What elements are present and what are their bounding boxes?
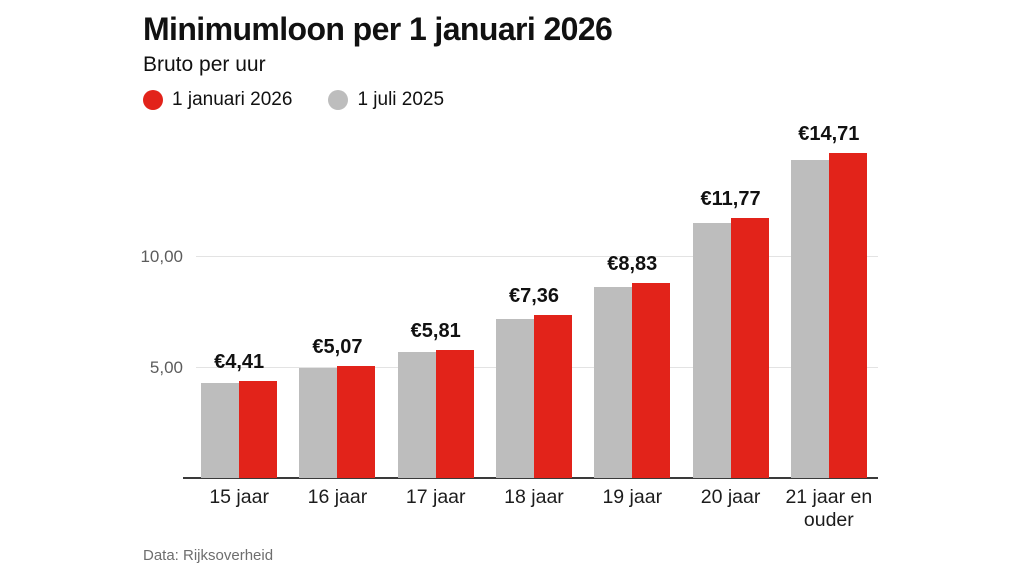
value-label-20-jaar: €11,77 [700,187,761,210]
bar-1-januari-2026-21-jaar-en-ouder [828,152,867,478]
bar-1-januari-2026-18-jaar [533,315,572,478]
value-label-17-jaar: €5,81 [410,319,461,342]
bar-1-juli-2025-17-jaar [397,352,436,478]
bar-group-15-jaar: €4,41 [190,130,288,478]
bar-group-21-jaar-en-ouder: €14,71 [780,123,878,478]
chart-title: Minimumloon per 1 januari 2026 [143,11,613,47]
bar-group-20-jaar: €11,77 [681,130,779,478]
bar-1-juli-2025-20-jaar [692,223,731,478]
bar-1-januari-2026-19-jaar [632,282,671,478]
x-axis-line [183,477,878,479]
bar-1-januari-2026-16-jaar [337,365,376,478]
legend-label-1-januari-2026: 1 januari 2026 [172,89,293,110]
value-label-21-jaar-en-ouder: €14,71 [798,122,860,145]
bar-1-juli-2025-18-jaar [495,318,534,478]
x-axis-labels: 15 jaar 16 jaar 17 jaar 18 jaar 19 jaar 20 ja… [190,486,878,532]
x-axis-label-16-jaar: 16 jaar [307,486,368,508]
legend-item-1-januari-2026: 1 januari 2026 [143,89,292,111]
bar-1-januari-2026-20-jaar [730,217,769,478]
bar-group-18-jaar: €7,36 [485,130,583,478]
x-axis-label-19-jaar: 19 jaar [602,486,663,508]
x-axis-label-21-jaar-en-ouder: 21 jaar en ouder [785,486,873,531]
bar-1-juli-2025-16-jaar [299,368,338,478]
bar-1-januari-2026-17-jaar [435,349,474,478]
bar-group-16-jaar: €5,07 [288,130,386,478]
x-axis-label-18-jaar: 18 jaar [504,486,564,508]
legend: 1 januari 2026 1 juli 2025 [143,89,444,111]
plot-area: 5,00 10,00 €4,41 €5,07 €5,81 €7,36 €8,83 €11,77… [140,123,878,479]
bar-groups: €4,41 €5,07 €5,81 €7,36 €8,83 €11,77 €14,71 [190,123,878,478]
x-axis-label-20-jaar: 20 jaar [700,486,761,508]
legend-dot-1-januari-2026 [143,90,163,110]
value-label-19-jaar: €8,83 [607,252,658,275]
legend-label-1-juli-2025: 1 juli 2025 [357,89,445,110]
value-label-15-jaar: €4,41 [214,350,265,373]
legend-dot-1-juli-2025 [328,90,349,110]
bar-group-17-jaar: €5,81 [387,130,485,478]
bar-1-juli-2025-19-jaar [594,287,633,478]
x-axis-label-15-jaar: 15 jaar [209,486,269,508]
y-tick-label-10-00: 10,00 [140,247,183,267]
chart-subtitle: Bruto per uur [143,53,266,76]
bar-group-19-jaar: €8,83 [583,130,681,478]
value-label-16-jaar: €5,07 [312,335,363,358]
legend-item-1-juli-2025: 1 juli 2025 [328,89,444,111]
x-axis-label-17-jaar: 17 jaar [405,486,466,508]
y-tick-label-5-00: 5,00 [149,357,183,377]
bar-1-juli-2025-15-jaar [201,382,240,478]
gridline-10-00 [196,256,878,258]
value-label-18-jaar: €7,36 [508,285,560,308]
bar-1-juli-2025-21-jaar-en-ouder [790,159,829,478]
data-source: Data: Rijksoverheid [143,547,274,564]
bar-1-januari-2026-15-jaar [239,380,278,478]
